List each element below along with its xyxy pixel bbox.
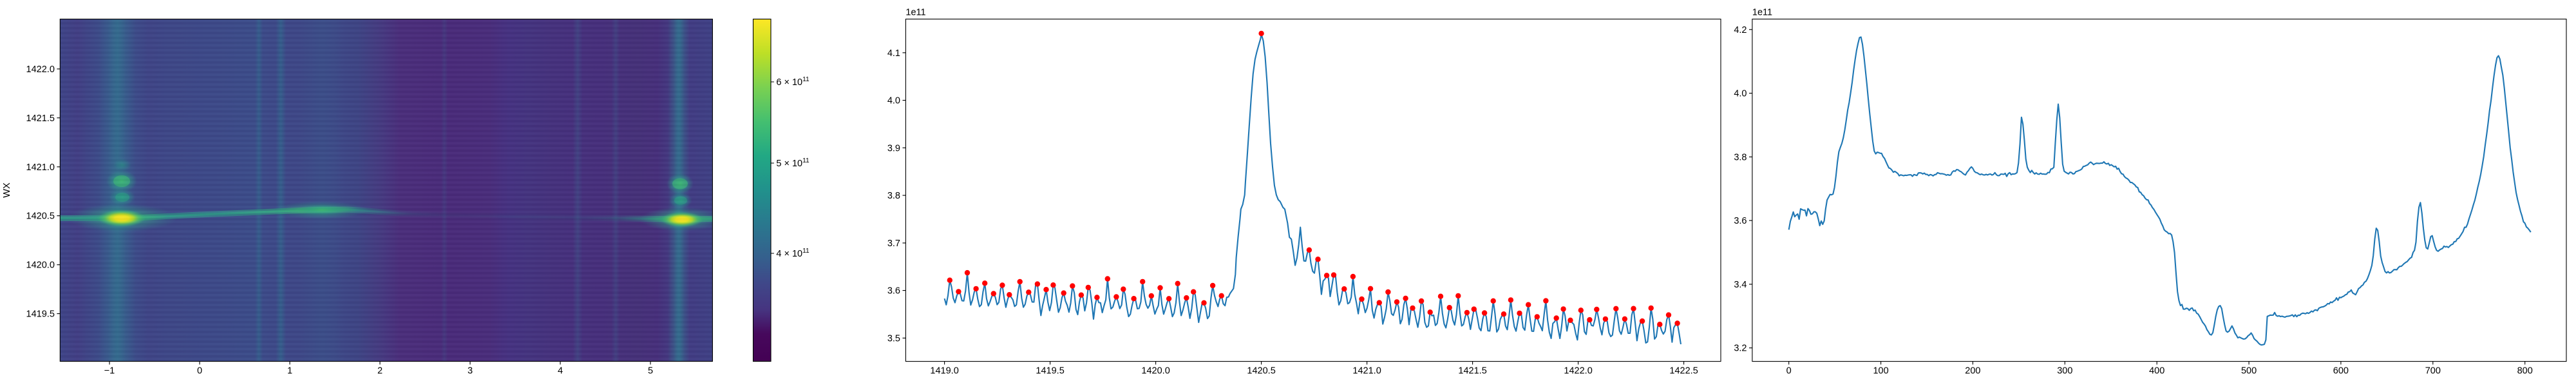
svg-text:−1: −1 (104, 366, 115, 376)
svg-text:200: 200 (1965, 366, 1980, 376)
svg-text:1422.0: 1422.0 (26, 64, 55, 75)
svg-text:5 × 1011: 5 × 1011 (776, 157, 810, 169)
svg-text:1421.5: 1421.5 (1458, 366, 1486, 376)
svg-text:1422.5: 1422.5 (1669, 366, 1698, 376)
svg-text:3.8: 3.8 (887, 191, 900, 201)
svg-text:400: 400 (2149, 366, 2164, 376)
svg-text:100: 100 (1873, 366, 1888, 376)
svg-text:4.0: 4.0 (887, 96, 900, 106)
svg-text:4.1: 4.1 (887, 48, 900, 59)
svg-text:3.2: 3.2 (1734, 344, 1747, 354)
svg-text:2: 2 (377, 366, 383, 376)
svg-text:6 × 1011: 6 × 1011 (776, 76, 810, 88)
svg-text:0: 0 (1786, 366, 1792, 376)
svg-text:1421.5: 1421.5 (26, 113, 55, 124)
svg-text:1419.5: 1419.5 (26, 309, 55, 320)
svg-text:1e11: 1e11 (905, 8, 925, 18)
svg-text:4 × 1011: 4 × 1011 (776, 248, 810, 259)
svg-text:3.5: 3.5 (887, 333, 900, 344)
svg-text:4.0: 4.0 (1734, 89, 1747, 99)
svg-text:3: 3 (468, 366, 473, 376)
svg-text:WX: WX (2, 182, 12, 198)
svg-text:4: 4 (558, 366, 563, 376)
svg-text:3.6: 3.6 (1734, 216, 1747, 226)
svg-text:1420.0: 1420.0 (1141, 366, 1170, 376)
svg-text:1420.5: 1420.5 (1247, 366, 1275, 376)
svg-text:3.4: 3.4 (1734, 280, 1747, 290)
svg-text:1419.0: 1419.0 (930, 366, 958, 376)
svg-text:0: 0 (197, 366, 202, 376)
svg-text:1419.5: 1419.5 (1036, 366, 1064, 376)
svg-text:300: 300 (2057, 366, 2072, 376)
svg-text:1422.0: 1422.0 (1564, 366, 1592, 376)
svg-text:1421.0: 1421.0 (26, 162, 55, 173)
svg-text:3.7: 3.7 (887, 239, 900, 249)
svg-text:1e11: 1e11 (1752, 8, 1772, 18)
svg-text:4.2: 4.2 (1734, 25, 1747, 35)
svg-text:1: 1 (287, 366, 292, 376)
svg-text:3.6: 3.6 (887, 286, 900, 297)
svg-text:600: 600 (2333, 366, 2349, 376)
svg-text:3.8: 3.8 (1734, 152, 1747, 162)
svg-text:1420.0: 1420.0 (26, 260, 55, 271)
svg-text:500: 500 (2241, 366, 2257, 376)
svg-text:3.9: 3.9 (887, 143, 900, 153)
svg-text:5: 5 (648, 366, 653, 376)
svg-text:700: 700 (2425, 366, 2441, 376)
svg-text:800: 800 (2517, 366, 2533, 376)
svg-text:1420.5: 1420.5 (26, 211, 55, 222)
svg-text:1421.0: 1421.0 (1352, 366, 1381, 376)
